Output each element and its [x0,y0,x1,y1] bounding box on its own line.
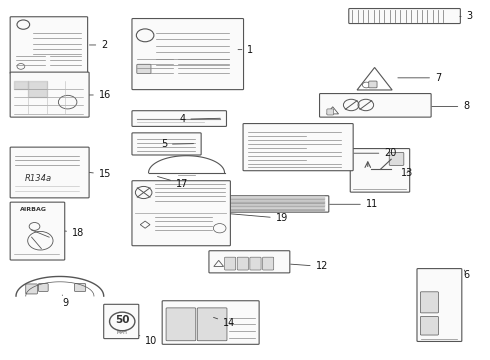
FancyBboxPatch shape [10,147,89,198]
FancyBboxPatch shape [327,109,334,115]
FancyBboxPatch shape [420,316,439,335]
FancyBboxPatch shape [26,284,37,294]
Text: 18: 18 [65,228,84,238]
FancyBboxPatch shape [10,72,89,117]
FancyBboxPatch shape [350,149,410,192]
FancyBboxPatch shape [10,202,65,260]
Text: 3: 3 [460,12,473,21]
Text: MPH: MPH [117,330,128,335]
FancyBboxPatch shape [243,123,353,171]
FancyBboxPatch shape [420,292,439,313]
FancyBboxPatch shape [132,18,244,90]
FancyBboxPatch shape [104,304,139,339]
Text: 17: 17 [157,176,188,189]
Text: 16: 16 [90,90,111,100]
Text: 7: 7 [398,73,441,83]
FancyBboxPatch shape [132,111,226,126]
FancyBboxPatch shape [263,257,274,270]
FancyBboxPatch shape [237,257,248,270]
Text: 8: 8 [432,102,469,111]
FancyBboxPatch shape [209,251,290,273]
Text: 11: 11 [330,199,378,209]
Text: 50: 50 [115,315,129,325]
Text: 4: 4 [179,114,220,124]
Text: 19: 19 [231,213,288,223]
FancyBboxPatch shape [137,64,151,73]
FancyBboxPatch shape [162,301,259,344]
Text: AIRBAG: AIRBAG [20,207,47,212]
FancyBboxPatch shape [224,257,236,270]
Text: 5: 5 [161,139,194,149]
Text: 10: 10 [139,336,157,346]
FancyBboxPatch shape [389,153,404,165]
Text: 12: 12 [291,261,328,271]
FancyBboxPatch shape [166,308,196,341]
Text: 15: 15 [89,169,111,179]
FancyBboxPatch shape [369,81,377,88]
FancyBboxPatch shape [319,94,431,117]
FancyBboxPatch shape [74,284,86,292]
Text: R134a: R134a [24,174,51,183]
FancyBboxPatch shape [349,9,460,23]
FancyBboxPatch shape [132,133,201,155]
FancyBboxPatch shape [197,308,227,341]
Text: 9: 9 [62,295,69,308]
Text: 13: 13 [401,168,413,178]
Text: 6: 6 [463,270,469,280]
FancyBboxPatch shape [10,17,88,73]
Text: 2: 2 [90,40,107,50]
Text: 14: 14 [214,318,235,328]
Text: 1: 1 [238,45,253,55]
FancyBboxPatch shape [38,284,48,292]
FancyBboxPatch shape [250,257,261,270]
Text: 20: 20 [354,148,397,158]
FancyBboxPatch shape [132,181,230,246]
FancyBboxPatch shape [417,269,462,342]
FancyBboxPatch shape [217,196,329,212]
